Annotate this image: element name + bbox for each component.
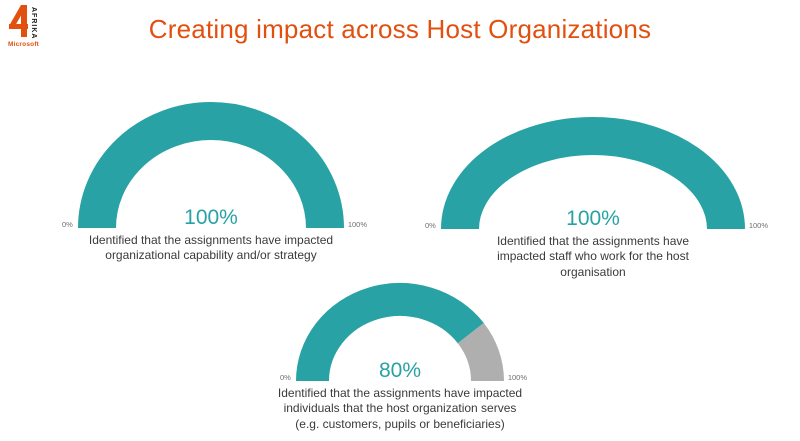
gauge-value-label: 80% <box>378 359 422 382</box>
gauge-min-label: 0% <box>425 221 436 230</box>
gauge-max-label: 100% <box>507 373 527 382</box>
gauge-chart-individuals: 0% 100% 80% Identified that the assignme… <box>278 281 527 431</box>
gauge-value-arc <box>296 283 484 382</box>
gauge-caption: Identified that the assignments have imp… <box>88 233 334 263</box>
gauge-value-arc <box>441 117 745 230</box>
page-title: Creating impact across Host Organization… <box>148 14 652 44</box>
gauge-value-label: 100% <box>184 206 238 229</box>
gauge-arc-svg <box>78 102 344 229</box>
gauge-chart-staff: 0% 100% 100% Identified that the assignm… <box>425 115 768 279</box>
gauge-caption: Identified that the assignments have imp… <box>277 386 523 431</box>
gauge-arc-svg <box>296 283 504 382</box>
gauge-arc-svg <box>441 117 745 230</box>
gauge-max-label: 100% <box>748 221 768 230</box>
gauge-min-label: 0% <box>280 373 291 382</box>
gauge-max-label: 100% <box>347 220 367 229</box>
logo-vertical-text: AFRIKA <box>30 7 37 39</box>
africa-4-logo-icon: AFRIKA <box>9 5 37 39</box>
gauge-value-label: 100% <box>566 207 620 230</box>
gauge-chart-capability: 0% 100% 100% Identified that the assignm… <box>62 100 367 262</box>
gauge-min-label: 0% <box>62 220 73 229</box>
gauge-caption: Identified that the assignments have impa… <box>496 234 690 279</box>
gauge-rest-arc <box>457 322 504 382</box>
logo-brand-name: Microsoft <box>8 41 40 48</box>
gauge-value-arc <box>78 102 344 229</box>
logo: AFRIKA Microsoft <box>8 4 54 48</box>
